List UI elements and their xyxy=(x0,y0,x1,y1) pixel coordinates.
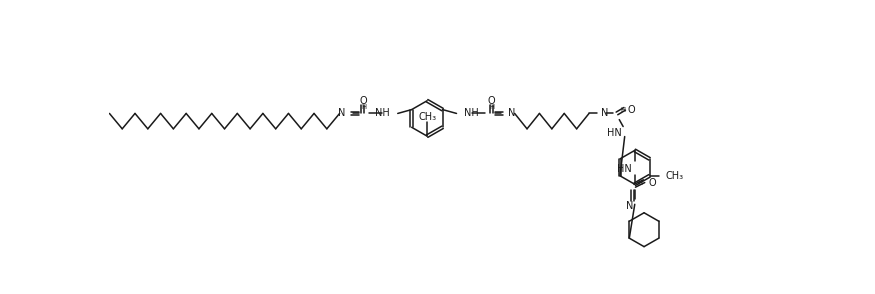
Text: N: N xyxy=(626,201,634,211)
Text: N: N xyxy=(339,108,346,118)
Text: HN: HN xyxy=(607,128,621,138)
Text: NH: NH xyxy=(375,108,390,118)
Text: H: H xyxy=(637,180,642,186)
Text: CH₃: CH₃ xyxy=(665,171,683,181)
Text: HN: HN xyxy=(617,164,632,174)
Text: H: H xyxy=(620,107,626,113)
Text: N: N xyxy=(601,108,609,118)
Text: NH: NH xyxy=(465,108,479,118)
Text: O: O xyxy=(487,96,495,106)
Text: N: N xyxy=(508,108,515,118)
Text: O: O xyxy=(627,105,635,115)
Text: O: O xyxy=(359,96,367,106)
Text: H: H xyxy=(361,104,366,110)
Text: CH₃: CH₃ xyxy=(418,112,437,122)
Text: H: H xyxy=(490,104,494,110)
Text: O: O xyxy=(648,178,656,188)
